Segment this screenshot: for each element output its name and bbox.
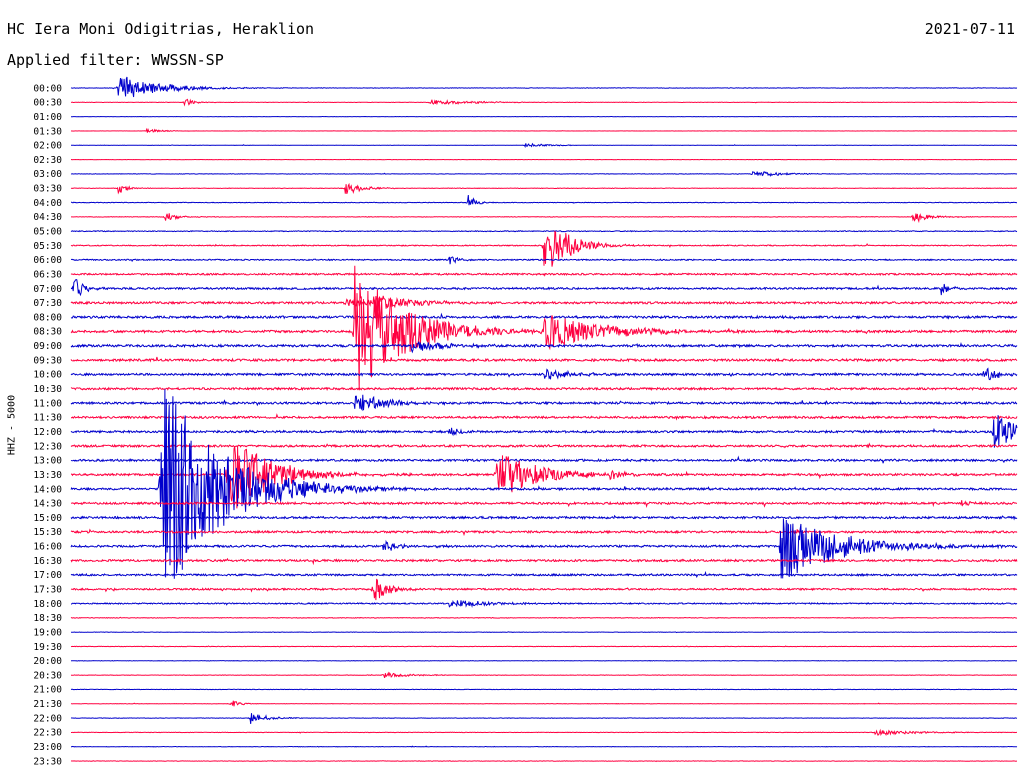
trace-row <box>70 578 1018 601</box>
trace-row <box>71 213 1018 224</box>
trace-row <box>71 728 1017 737</box>
trace-row <box>70 500 1018 509</box>
row-time-label: 13:00 <box>33 456 62 467</box>
trace-rows <box>70 76 1018 763</box>
trace-row <box>70 645 1018 648</box>
trace-row <box>70 279 1018 297</box>
row-time-label: 23:30 <box>33 756 62 767</box>
row-time-label: 03:30 <box>33 184 62 195</box>
trace-row <box>70 514 1018 521</box>
trace-row <box>70 98 1017 107</box>
row-time-label: 05:00 <box>33 227 62 238</box>
trace-row <box>70 688 1018 691</box>
trace-row <box>70 415 1018 448</box>
trace-row <box>71 142 1018 149</box>
row-time-label: 17:30 <box>33 585 62 596</box>
trace-row <box>70 367 1018 381</box>
row-time-label: 15:00 <box>33 513 62 524</box>
row-time-label: 12:00 <box>33 427 62 438</box>
row-time-label: 04:00 <box>33 198 62 209</box>
row-time-label: 09:30 <box>33 355 62 366</box>
row-time-label: 10:00 <box>33 370 62 381</box>
row-time-label: 20:30 <box>33 670 62 681</box>
trace-row <box>70 127 1017 133</box>
row-time-label: 19:00 <box>33 628 62 639</box>
trace-row <box>70 570 1018 579</box>
row-time-label: 09:00 <box>33 341 62 352</box>
row-time-label: 00:00 <box>33 83 62 94</box>
trace-row <box>70 230 1018 233</box>
row-time-label: 11:00 <box>33 398 62 409</box>
row-time-label: 08:00 <box>33 312 62 323</box>
trace-row <box>70 394 1018 412</box>
row-time-label: 04:30 <box>33 212 62 223</box>
row-time-label: 00:30 <box>33 98 62 109</box>
row-time-label: 01:00 <box>33 112 62 123</box>
row-time-label: 01:30 <box>33 126 62 137</box>
trace-row <box>70 158 1017 161</box>
trace-row <box>70 295 1018 312</box>
trace-row <box>71 194 1018 206</box>
trace-row <box>71 745 1018 748</box>
row-time-label: 07:30 <box>33 298 62 309</box>
trace-row <box>70 671 1018 679</box>
trace-row <box>70 442 1018 449</box>
trace-row <box>70 356 1018 363</box>
trace-row <box>70 455 1018 464</box>
row-time-label: 10:30 <box>33 384 62 395</box>
trace-row <box>70 256 1018 265</box>
trace-row <box>70 272 1018 277</box>
trace-row <box>70 713 1018 724</box>
row-time-label: 18:00 <box>33 599 62 610</box>
trace-row <box>70 700 1018 707</box>
row-time-label: 08:30 <box>33 327 62 338</box>
trace-row <box>70 389 1018 579</box>
row-time-label: 07:00 <box>33 284 62 295</box>
row-time-label: 14:00 <box>33 484 62 495</box>
row-time-label: 02:30 <box>33 155 62 166</box>
row-time-label: 11:30 <box>33 413 62 424</box>
row-time-label: 06:00 <box>33 255 62 266</box>
trace-row <box>70 631 1018 634</box>
trace-row <box>70 616 1018 619</box>
row-time-label: 20:00 <box>33 656 62 667</box>
trace-row <box>70 312 1018 320</box>
trace-row <box>70 171 1018 177</box>
row-time-label: 14:30 <box>33 499 62 510</box>
trace-row <box>70 230 1018 267</box>
trace-row <box>70 341 1018 354</box>
trace-row <box>71 413 1018 421</box>
row-time-label: 19:30 <box>33 642 62 653</box>
row-time-label: 22:00 <box>33 713 62 724</box>
row-time-label: 22:30 <box>33 728 62 739</box>
trace-row <box>70 386 1018 392</box>
row-time-label: 06:30 <box>33 270 62 281</box>
row-time-label: 13:30 <box>33 470 62 481</box>
station-title: HC Iera Moni Odigitrias, Heraklion <box>7 20 315 38</box>
row-time-label: 21:30 <box>33 699 62 710</box>
row-time-label: 17:00 <box>33 570 62 581</box>
trace-row <box>70 265 1018 391</box>
trace-row <box>70 76 1018 98</box>
trace-row <box>70 182 1017 195</box>
row-time-label: 03:00 <box>33 169 62 180</box>
filter-label: Applied filter: WWSSN-SP <box>7 51 224 69</box>
trace-row <box>70 760 1017 763</box>
trace-row <box>70 557 1018 566</box>
row-time-label: 15:30 <box>33 527 62 538</box>
row-labels: 00:00 00:30 01:00 01:30 02:00 02:30 03:00 03:30… <box>33 83 62 767</box>
row-time-label: 18:30 <box>33 613 62 624</box>
trace-row <box>71 599 1018 608</box>
row-time-label: 21:00 <box>33 685 62 696</box>
row-time-label: 02:00 <box>33 141 62 152</box>
trace-row <box>70 518 1018 579</box>
row-time-label: 23:00 <box>33 742 62 753</box>
recording-date: 2021-07-11 <box>924 20 1015 38</box>
row-time-label: 12:30 <box>33 441 62 452</box>
row-time-label: 05:30 <box>33 241 62 252</box>
trace-row <box>70 528 1018 537</box>
row-time-label: 16:30 <box>33 556 62 567</box>
row-time-label: 16:00 <box>33 542 62 553</box>
